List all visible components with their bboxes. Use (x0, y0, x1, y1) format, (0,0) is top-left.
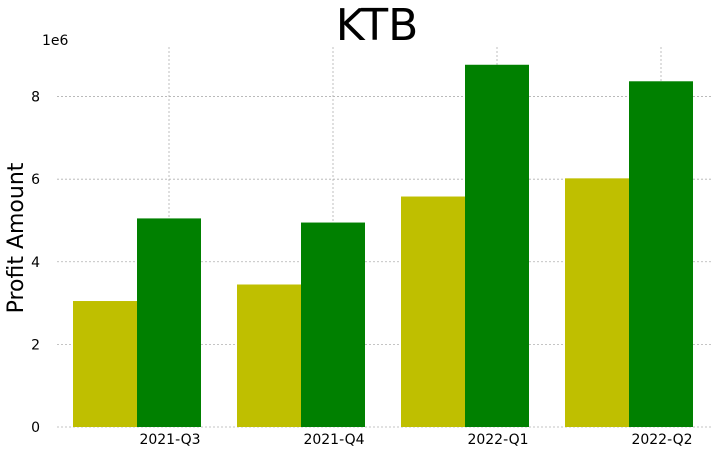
bar-2021-Q4-series-2 (301, 222, 365, 427)
bar-2022-Q2-series-2 (629, 81, 693, 428)
x-tick-label: 2022-Q1 (467, 432, 528, 448)
x-tick-label: 2022-Q2 (631, 432, 692, 448)
y-axis-offset-label: 1e6 (42, 33, 69, 49)
bar-2022-Q2-series-1 (565, 178, 629, 427)
y-tick-label: 4 (31, 255, 40, 271)
tick-labels: 0 2 4 6 8 2021-Q3 2021-Q4 2022-Q1 2022-Q2 (31, 90, 692, 448)
y-tick-label: 6 (31, 172, 40, 188)
bar-2021-Q3-series-1 (73, 301, 137, 427)
y-tick-label: 0 (31, 420, 40, 436)
bars (73, 64, 693, 428)
bar-2022-Q1-series-2 (465, 64, 529, 428)
x-tick-label: 2021-Q3 (139, 432, 200, 448)
chart-title: KTB (336, 0, 419, 51)
bar-2021-Q3-series-2 (137, 218, 201, 427)
x-tick-label: 2021-Q4 (303, 432, 364, 448)
y-tick-label: 2 (31, 337, 40, 353)
bar-2022-Q1-series-1 (401, 196, 465, 427)
y-tick-label: 8 (31, 90, 40, 106)
bar-2021-Q4-series-1 (237, 284, 301, 427)
y-axis-label: Profit Amount (4, 162, 29, 313)
